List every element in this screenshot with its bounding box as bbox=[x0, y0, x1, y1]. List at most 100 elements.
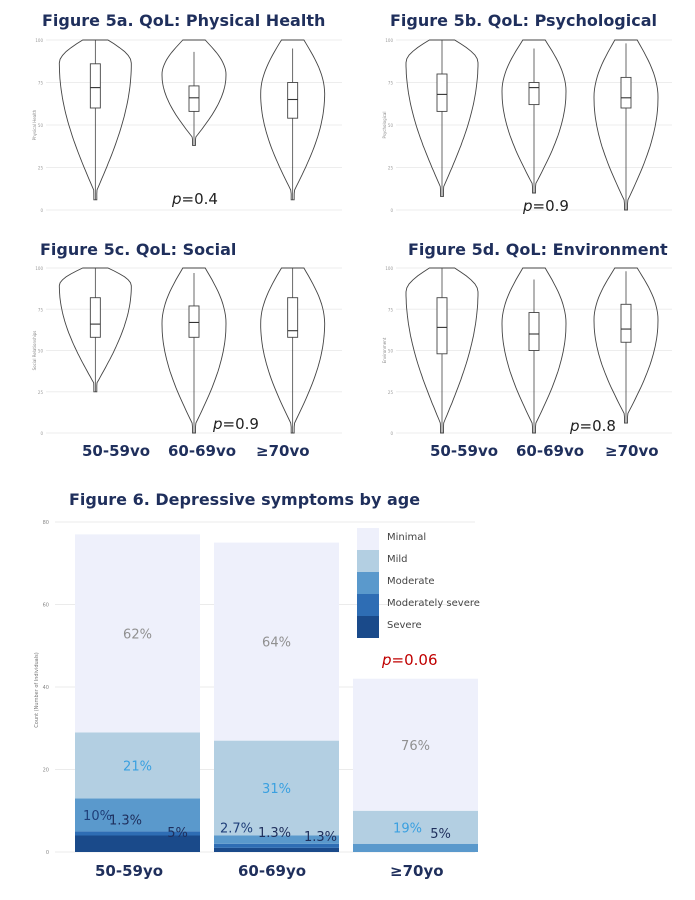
p-value-figure-6: p=0.06 bbox=[382, 651, 438, 669]
iqr-box bbox=[89, 63, 101, 109]
p-value-5a: p=0.4 bbox=[172, 190, 218, 208]
violin-plot-social: 0 25 50 75 100 Social Relationships bbox=[32, 266, 342, 436]
bar-category-50-59yo: 50-59yo bbox=[95, 862, 164, 880]
p-value-5c: p=0.9 bbox=[213, 415, 259, 433]
bar-category-70yo: ≥70yo bbox=[390, 862, 444, 880]
violin-shape bbox=[405, 267, 479, 434]
legend-label: Minimal bbox=[387, 532, 427, 543]
data-label: 62% bbox=[123, 627, 152, 642]
violin-right-category-2: 60-69vo bbox=[516, 442, 585, 460]
bar-segment bbox=[353, 678, 478, 811]
bar-segment bbox=[214, 542, 339, 741]
bar-segment bbox=[75, 732, 200, 799]
iqr-box bbox=[436, 297, 448, 355]
violin-shape bbox=[58, 39, 132, 201]
y-tick-label: 25 bbox=[38, 390, 44, 395]
bar-segment bbox=[353, 843, 478, 852]
legend-swatch bbox=[357, 616, 379, 638]
legend-label: Mild bbox=[387, 554, 408, 565]
violin-plot-psychological: 0 25 50 75 100 Psychological bbox=[382, 38, 672, 213]
y-axis-label: Count (Number of Individuals) bbox=[34, 652, 40, 727]
legend-swatch bbox=[357, 528, 379, 550]
p-value-5b: p=0.9 bbox=[523, 197, 569, 215]
y-tick-label: 20 bbox=[43, 768, 49, 774]
violin-shape bbox=[260, 39, 326, 201]
violin-shape bbox=[260, 267, 326, 434]
figure-6-title: Figure 6. Depressive symptoms by age bbox=[69, 490, 421, 509]
legend-label: Moderately severe bbox=[387, 598, 480, 609]
y-axis-label: Social Relationships bbox=[32, 331, 37, 371]
y-tick-label: 25 bbox=[388, 166, 394, 171]
y-tick-label: 0 bbox=[40, 431, 43, 436]
data-label: 5% bbox=[167, 826, 188, 841]
y-tick-label: 100 bbox=[385, 266, 393, 271]
legend-swatch bbox=[357, 594, 379, 616]
figure-5c-title: Figure 5c. QoL: Social bbox=[40, 240, 237, 259]
figure-5d-title: Figure 5d. QoL: Environment bbox=[408, 240, 668, 259]
data-label: 76% bbox=[401, 739, 430, 754]
y-tick-label: 80 bbox=[43, 520, 49, 526]
y-axis-label: Physical Health bbox=[32, 109, 37, 140]
violin-shape bbox=[501, 267, 567, 434]
iqr-box bbox=[287, 82, 299, 119]
y-tick-label: 75 bbox=[388, 81, 394, 86]
data-label: 64% bbox=[262, 636, 291, 651]
y-tick-label: 100 bbox=[385, 38, 393, 43]
violin-shape bbox=[405, 39, 479, 197]
chart-legend: Minimal Mild Moderate Moderately severe Seve… bbox=[357, 528, 557, 648]
iqr-box bbox=[287, 297, 299, 338]
iqr-box bbox=[620, 303, 632, 343]
y-tick-label: 50 bbox=[388, 349, 394, 354]
figure-5a-title: Figure 5a. QoL: Physical Health bbox=[42, 11, 326, 30]
violin-plot-physical-health: 0 25 50 75 100 Physical Health bbox=[32, 38, 342, 213]
y-tick-label: 100 bbox=[35, 38, 43, 43]
stacked-bar-chart-depressive-symptoms: 0 20 40 60 80 Count (Number of Individuals) 62… bbox=[34, 520, 478, 856]
bar-segment bbox=[75, 534, 200, 733]
iqr-box bbox=[528, 312, 540, 351]
bar-segment bbox=[353, 810, 478, 844]
figure-5b-title: Figure 5b. QoL: Psychological bbox=[390, 11, 658, 30]
y-tick-label: 0 bbox=[46, 850, 49, 856]
y-tick-label: 25 bbox=[388, 390, 394, 395]
iqr-box bbox=[620, 76, 632, 109]
bar-category-60-69yo: 60-69yo bbox=[238, 862, 307, 880]
legend-label: Moderate bbox=[387, 576, 435, 587]
legend-item: Moderately severe bbox=[357, 594, 557, 616]
bar-segment bbox=[75, 835, 200, 852]
violin-plot-environment: 0 25 50 75 100 Environment bbox=[382, 266, 672, 436]
iqr-box bbox=[188, 305, 200, 338]
iqr-box bbox=[89, 297, 101, 338]
y-tick-label: 50 bbox=[38, 123, 44, 128]
data-label: 2.7% bbox=[220, 822, 253, 837]
legend-item: Moderate bbox=[357, 572, 557, 594]
y-tick-label: 40 bbox=[43, 685, 49, 691]
violin-left-category-2: 60-69vo bbox=[168, 442, 237, 460]
y-tick-label: 75 bbox=[388, 307, 394, 312]
p-value-5d: p=0.8 bbox=[570, 417, 616, 435]
bar-segment bbox=[214, 740, 339, 836]
y-tick-label: 100 bbox=[35, 266, 43, 271]
legend-item: Severe bbox=[357, 616, 557, 638]
violin-right-category-3: ≥70vo bbox=[605, 442, 659, 460]
violin-shape bbox=[161, 39, 227, 146]
legend-label: Severe bbox=[387, 620, 422, 631]
iqr-box bbox=[436, 73, 448, 112]
violin-shape bbox=[593, 39, 659, 211]
iqr-box bbox=[188, 85, 200, 112]
bar-segment bbox=[75, 798, 200, 832]
data-label: 19% bbox=[393, 821, 422, 836]
data-label: 21% bbox=[123, 759, 152, 774]
bar-segment bbox=[75, 831, 200, 836]
bar-segment bbox=[214, 847, 339, 852]
y-tick-label: 60 bbox=[43, 603, 49, 609]
y-tick-label: 75 bbox=[38, 307, 44, 312]
bar-segment bbox=[214, 843, 339, 848]
legend-swatch bbox=[357, 550, 379, 572]
y-tick-label: 25 bbox=[38, 166, 44, 171]
y-axis-label: Psychological bbox=[382, 112, 387, 139]
y-tick-label: 0 bbox=[390, 208, 393, 213]
y-tick-label: 0 bbox=[40, 208, 43, 213]
violin-right-category-1: 50-59vo bbox=[430, 442, 499, 460]
violin-shape bbox=[58, 267, 132, 393]
y-tick-label: 0 bbox=[390, 431, 393, 436]
